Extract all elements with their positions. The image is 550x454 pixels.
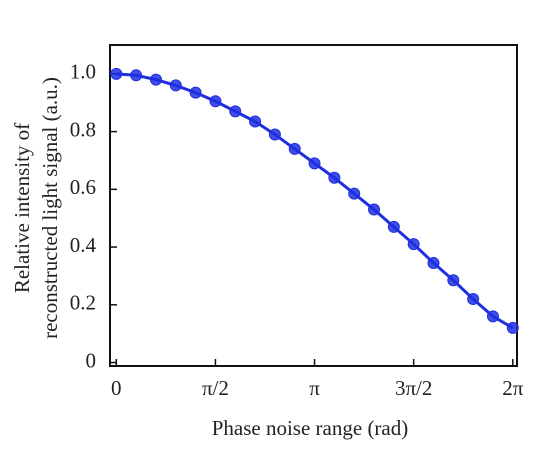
x-axis-label: Phase noise range (rad): [212, 416, 409, 440]
x-tick-label: 0: [111, 376, 122, 400]
y-tick-label: 0.4: [70, 233, 97, 257]
marker: [149, 73, 162, 86]
marker: [506, 321, 519, 334]
y-tick-label: 0.8: [70, 117, 96, 141]
marker: [447, 274, 460, 287]
marker: [189, 86, 202, 99]
marker: [209, 95, 222, 108]
marker: [130, 69, 143, 82]
y-tick-label: 0.6: [70, 175, 96, 199]
x-tick-label: π: [309, 376, 320, 400]
marker: [467, 293, 480, 306]
marker: [308, 157, 321, 170]
x-tick-label: 3π/2: [395, 376, 432, 400]
y-axis-label-line: Relative intensity of: [10, 123, 34, 293]
marker: [249, 115, 262, 128]
marker: [486, 310, 499, 323]
marker: [387, 220, 400, 233]
marker: [110, 67, 123, 80]
x-tick-label: 2π: [502, 376, 524, 400]
line: [116, 72, 514, 330]
marker: [169, 79, 182, 92]
marker: [368, 203, 381, 216]
y-axis-label: Relative intensity of reconstructed ligh…: [10, 77, 62, 339]
marker: [268, 128, 281, 141]
y-tick-label: 0.2: [70, 291, 96, 315]
y-tick-label: 1.0: [70, 60, 96, 84]
marker: [427, 256, 440, 269]
marker: [288, 142, 301, 155]
y-axis-label-line: reconstructed light signal (a.u.): [38, 77, 62, 339]
x-tick-label: π/2: [202, 376, 229, 400]
y-tick-label: 0: [86, 348, 97, 372]
marker: [407, 238, 420, 251]
marker: [348, 187, 361, 200]
plot-frame: [109, 44, 518, 367]
marker: [229, 105, 242, 118]
marker: [328, 171, 341, 184]
